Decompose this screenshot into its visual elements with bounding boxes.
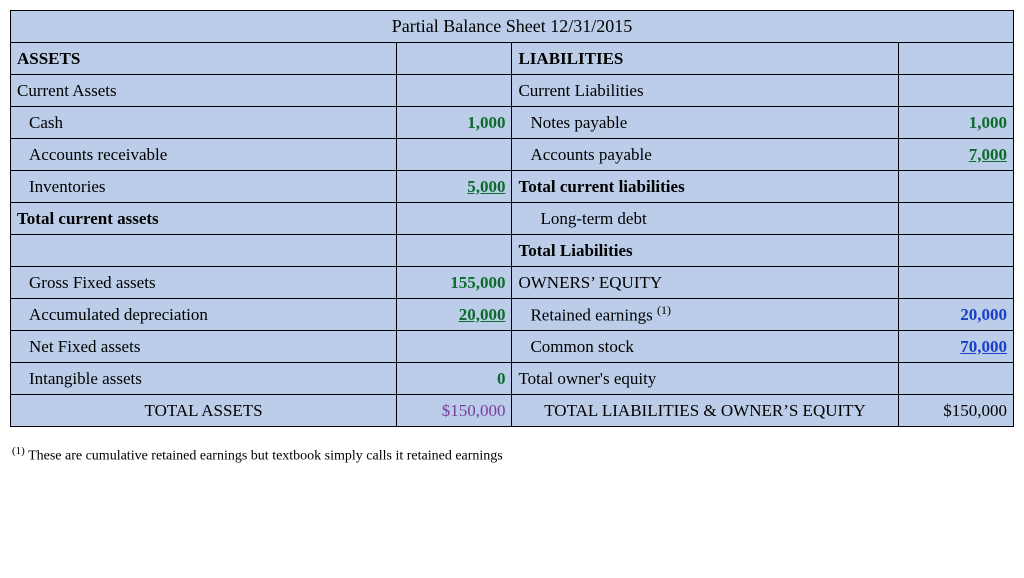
cash-label: Cash: [11, 107, 397, 139]
total-equity-value: [898, 363, 1013, 395]
footnote-sup: (1): [12, 445, 25, 457]
common-stock-label: Common stock: [512, 331, 898, 363]
accum-dep-label: Accumulated depreciation: [11, 299, 397, 331]
total-current-liab-value: [898, 171, 1013, 203]
ar-label: Accounts receivable: [11, 139, 397, 171]
total-current-assets-value: [397, 203, 512, 235]
notes-payable-value: 1,000: [898, 107, 1013, 139]
assets-header: ASSETS: [11, 43, 397, 75]
gross-fixed-value: 155,000: [397, 267, 512, 299]
total-liab-equity-label: TOTAL LIABILITIES & OWNER’S EQUITY: [512, 395, 898, 427]
accounts-payable-value: 7,000: [898, 139, 1013, 171]
sheet-title: Partial Balance Sheet 12/31/2015: [11, 11, 1014, 43]
total-liabilities-value: [898, 235, 1013, 267]
net-fixed-label: Net Fixed assets: [11, 331, 397, 363]
footnote-text: These are cumulative retained earnings b…: [25, 449, 503, 464]
current-liabilities-label: Current Liabilities: [512, 75, 898, 107]
total-current-liab-label: Total current liabilities: [512, 171, 898, 203]
net-fixed-value: [397, 331, 512, 363]
empty-cell: [898, 267, 1013, 299]
cash-value: 1,000: [397, 107, 512, 139]
current-assets-label: Current Assets: [11, 75, 397, 107]
total-liab-equity-value: $150,000: [898, 395, 1013, 427]
long-term-debt-value: [898, 203, 1013, 235]
liabilities-header: LIABILITIES: [512, 43, 898, 75]
empty-cell: [898, 43, 1013, 75]
empty-cell: [898, 75, 1013, 107]
notes-payable-label: Notes payable: [512, 107, 898, 139]
ar-value: [397, 139, 512, 171]
retained-earnings-label: Retained earnings (1): [512, 299, 898, 331]
footnote: (1) These are cumulative retained earnin…: [10, 445, 1014, 465]
total-equity-label: Total owner's equity: [512, 363, 898, 395]
inventories-label: Inventories: [11, 171, 397, 203]
total-current-assets-label: Total current assets: [11, 203, 397, 235]
intangible-label: Intangible assets: [11, 363, 397, 395]
accounts-payable-label: Accounts payable: [512, 139, 898, 171]
retained-earnings-text: Retained earnings: [530, 306, 652, 325]
empty-cell: [397, 235, 512, 267]
total-liabilities-label: Total Liabilities: [512, 235, 898, 267]
common-stock-value: 70,000: [898, 331, 1013, 363]
title-row: Partial Balance Sheet 12/31/2015: [11, 11, 1014, 43]
balance-sheet-table: Partial Balance Sheet 12/31/2015 ASSETS …: [10, 10, 1014, 427]
retained-earnings-value: 20,000: [898, 299, 1013, 331]
inventories-value: 5,000: [397, 171, 512, 203]
gross-fixed-label: Gross Fixed assets: [11, 267, 397, 299]
total-assets-value: $150,000: [397, 395, 512, 427]
intangible-value: 0: [397, 363, 512, 395]
owners-equity-header: OWNERS’ EQUITY: [512, 267, 898, 299]
empty-cell: [11, 235, 397, 267]
empty-cell: [397, 75, 512, 107]
retained-earnings-sup: (1): [657, 303, 671, 317]
empty-cell: [397, 43, 512, 75]
long-term-debt-label: Long-term debt: [512, 203, 898, 235]
accum-dep-value: 20,000: [397, 299, 512, 331]
total-assets-label: TOTAL ASSETS: [11, 395, 397, 427]
